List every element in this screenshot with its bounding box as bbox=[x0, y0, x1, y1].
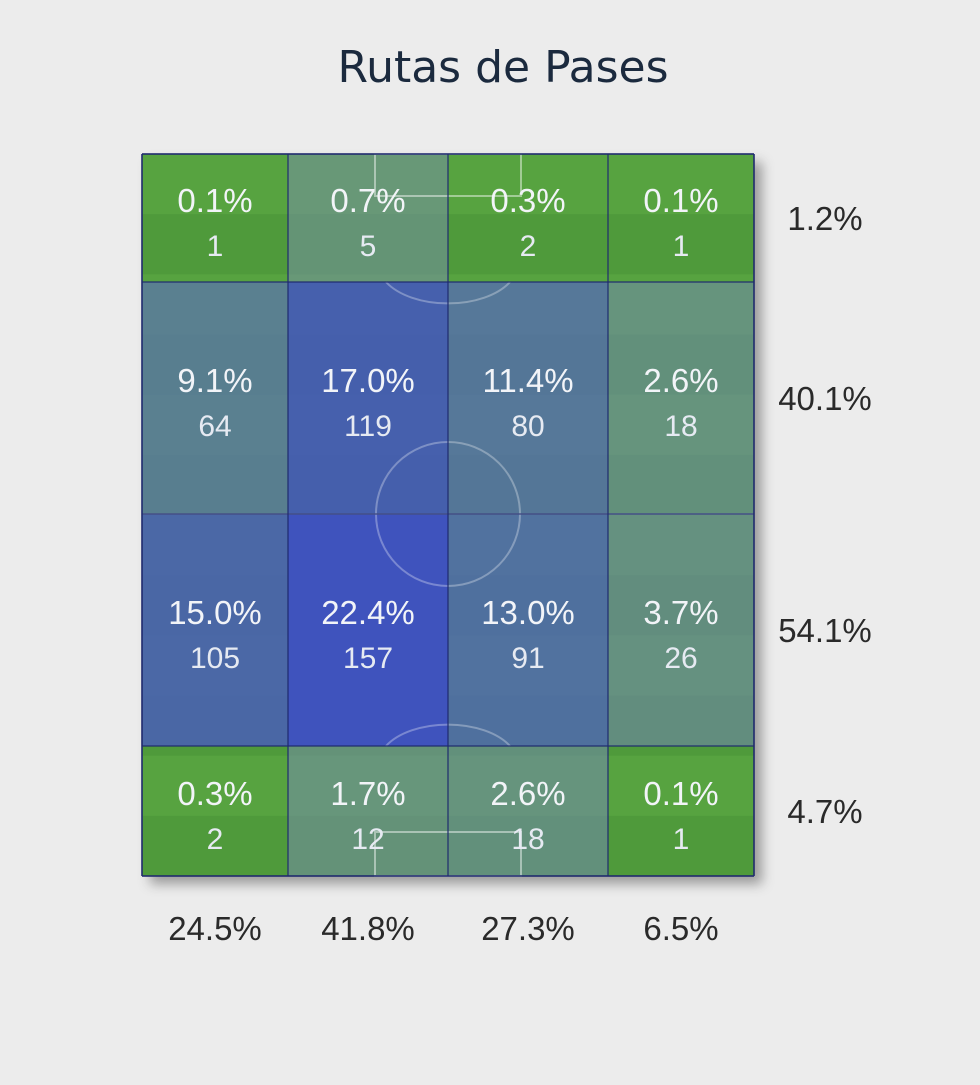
heatmap-cell bbox=[288, 746, 448, 876]
cell-percentage: 11.4% bbox=[482, 362, 573, 399]
heatmap-cell bbox=[288, 282, 448, 514]
heatmap-cell bbox=[288, 154, 448, 282]
heatmap-cell bbox=[288, 514, 448, 746]
cell-count: 2 bbox=[520, 230, 537, 263]
row-total: 40.1% bbox=[778, 380, 872, 417]
cell-count: 12 bbox=[351, 823, 384, 856]
cell-count: 5 bbox=[360, 230, 377, 263]
column-total: 27.3% bbox=[481, 910, 575, 947]
cell-percentage: 0.1% bbox=[643, 182, 718, 219]
cell-percentage: 0.3% bbox=[177, 775, 252, 812]
row-total: 54.1% bbox=[778, 612, 872, 649]
cell-count: 119 bbox=[344, 410, 392, 443]
cell-count: 1 bbox=[673, 230, 690, 263]
column-total: 6.5% bbox=[643, 910, 718, 947]
cell-count: 64 bbox=[198, 410, 231, 443]
cell-percentage: 1.7% bbox=[330, 775, 405, 812]
column-total: 41.8% bbox=[321, 910, 415, 947]
cell-count: 18 bbox=[511, 823, 544, 856]
heatmap-cell bbox=[608, 282, 754, 514]
cell-count: 1 bbox=[673, 823, 690, 856]
cell-percentage: 2.6% bbox=[643, 362, 718, 399]
cell-percentage: 17.0% bbox=[321, 362, 415, 399]
cell-count: 157 bbox=[343, 642, 393, 675]
heatmap-cell bbox=[448, 282, 608, 514]
column-total: 24.5% bbox=[168, 910, 262, 947]
heatmap-cell bbox=[448, 514, 608, 746]
heatmap-cell bbox=[448, 746, 608, 876]
cell-percentage: 15.0% bbox=[168, 594, 262, 631]
cell-count: 26 bbox=[664, 642, 697, 675]
cell-count: 1 bbox=[207, 230, 224, 263]
cell-percentage: 0.1% bbox=[643, 775, 718, 812]
heatmap-cell bbox=[142, 282, 288, 514]
cell-count: 91 bbox=[511, 642, 544, 675]
cell-percentage: 3.7% bbox=[643, 594, 718, 631]
cell-percentage: 9.1% bbox=[177, 362, 252, 399]
cell-percentage: 13.0% bbox=[481, 594, 575, 631]
cell-count: 18 bbox=[664, 410, 697, 443]
chart-title: Rutas de Pases bbox=[337, 42, 669, 93]
row-total: 1.2% bbox=[787, 200, 862, 237]
heatmap-cell bbox=[142, 514, 288, 746]
cell-percentage: 22.4% bbox=[321, 594, 415, 631]
cell-percentage: 0.3% bbox=[490, 182, 565, 219]
cell-count: 80 bbox=[511, 410, 544, 443]
cell-count: 2 bbox=[207, 823, 224, 856]
heatmap-cell bbox=[608, 514, 754, 746]
cell-count: 105 bbox=[190, 642, 240, 675]
row-total: 4.7% bbox=[787, 793, 862, 830]
cell-percentage: 0.7% bbox=[330, 182, 405, 219]
cell-percentage: 0.1% bbox=[177, 182, 252, 219]
cell-percentage: 2.6% bbox=[490, 775, 565, 812]
